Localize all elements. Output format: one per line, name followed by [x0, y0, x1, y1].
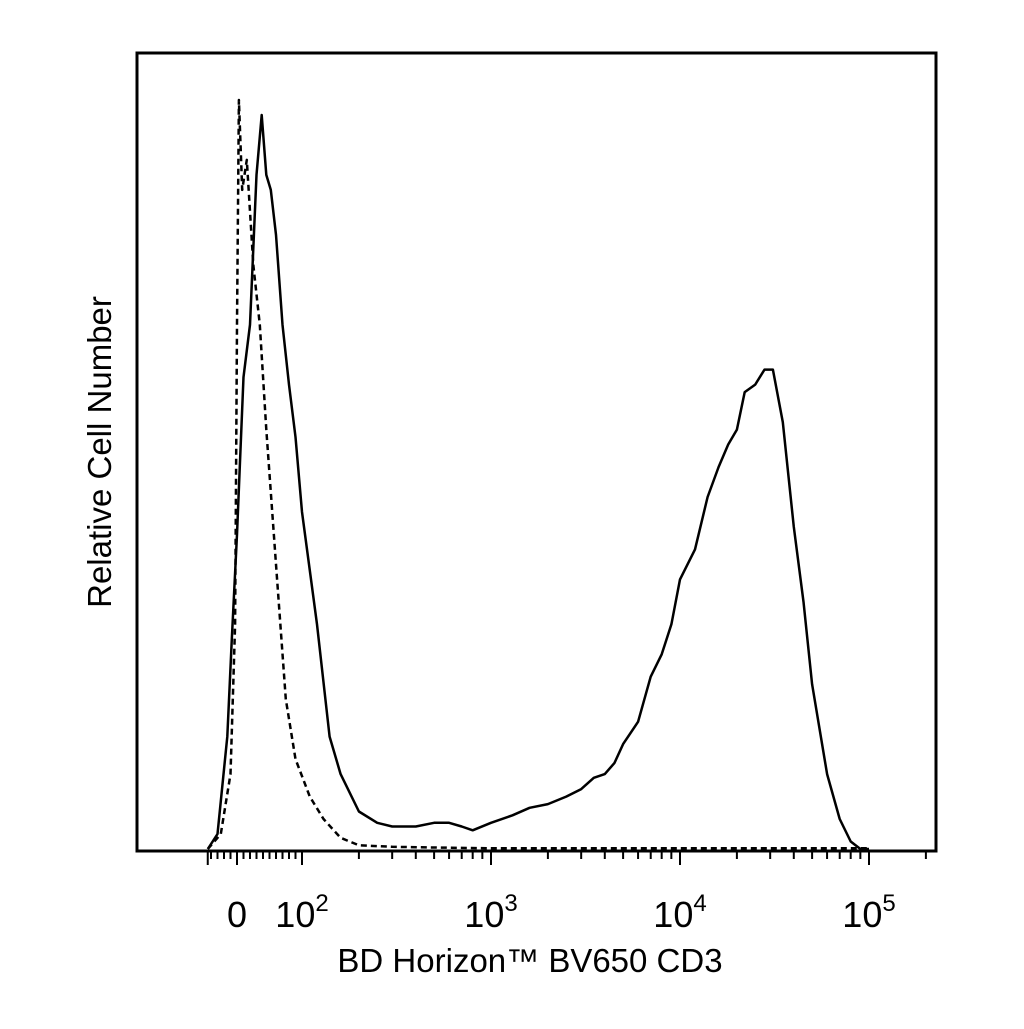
solid-series-line	[206, 113, 869, 851]
dashed-series-line	[206, 98, 869, 850]
x-tick-label: 103	[464, 890, 517, 935]
x-axis-label: BD Horizon™ BV650 CD3	[337, 942, 722, 979]
y-axis-label: Relative Cell Number	[81, 296, 118, 608]
x-axis-ticks	[206, 851, 927, 865]
series-layer	[206, 98, 869, 851]
x-tick-labels: 0 102 103 104 105	[227, 890, 896, 935]
plot-frame	[135, 51, 938, 853]
x-tick-label: 0	[227, 894, 247, 935]
x-tick-label: 102	[275, 890, 328, 935]
x-tick-label: 104	[653, 890, 706, 935]
x-tick-label: 105	[842, 890, 895, 935]
